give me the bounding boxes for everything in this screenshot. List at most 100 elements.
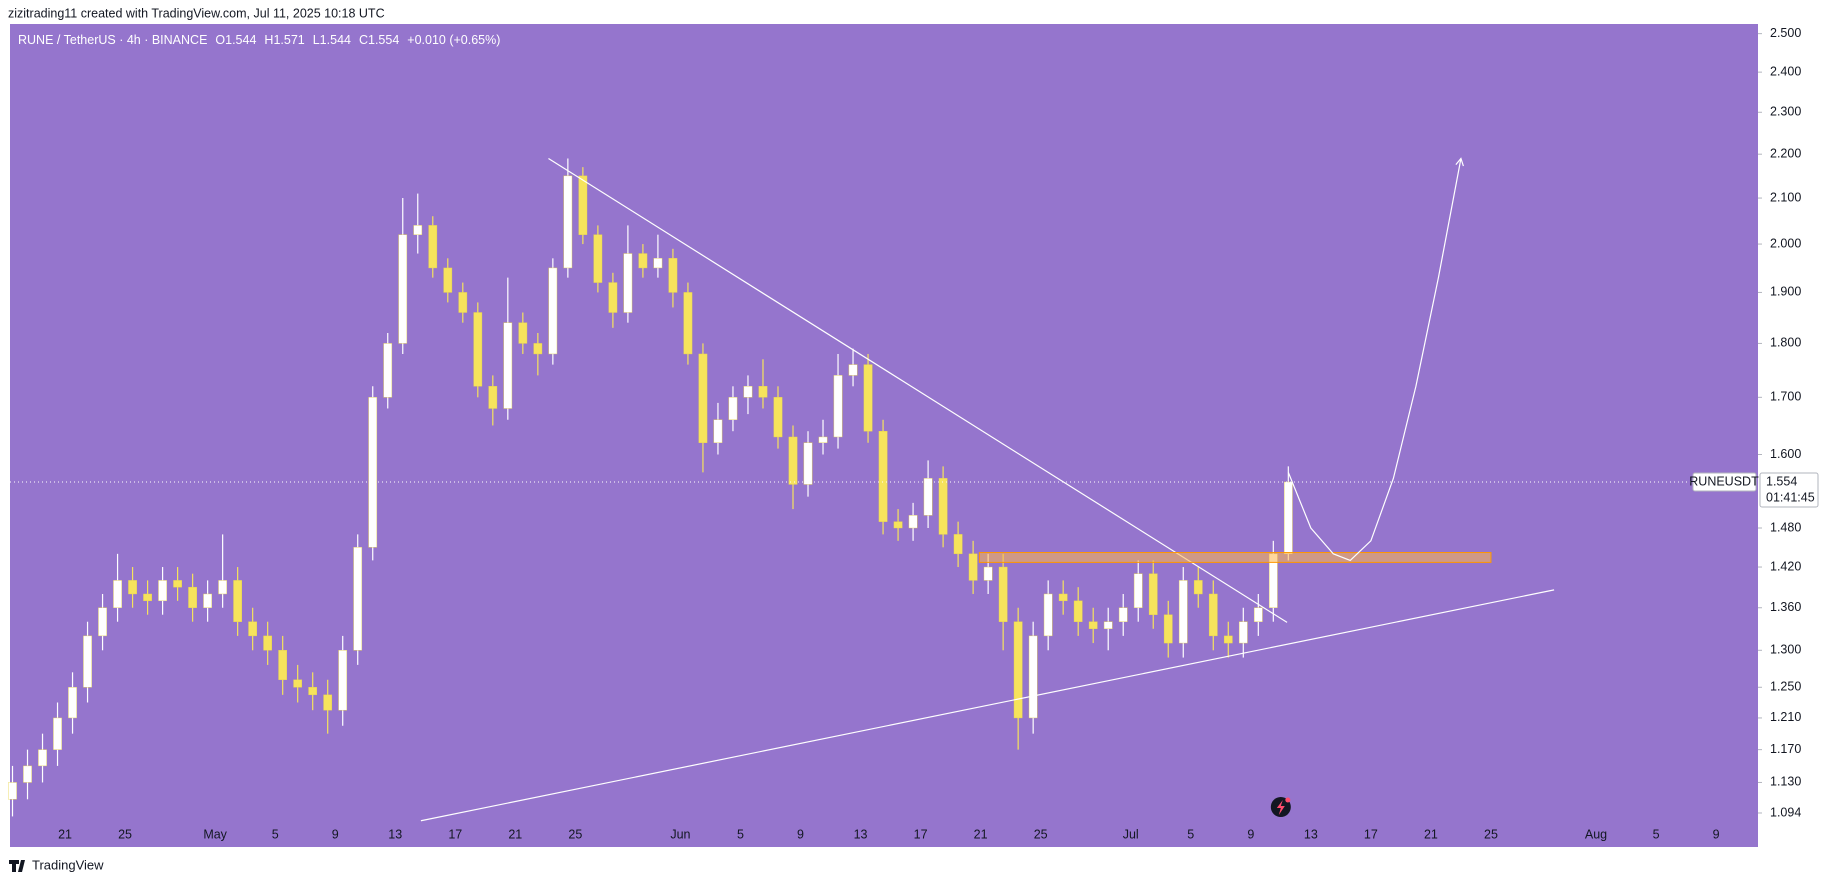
- candle-body: [998, 566, 1008, 622]
- candle-body: [1238, 621, 1248, 644]
- candle-body: [8, 782, 17, 800]
- y-tick-label: 2.300: [1770, 105, 1801, 119]
- candle-body: [1013, 621, 1023, 719]
- y-tick-label: 1.360: [1770, 600, 1801, 614]
- y-tick-label: 2.500: [1770, 26, 1801, 40]
- candle-body: [548, 267, 558, 355]
- candle-body: [848, 364, 858, 376]
- countdown: 01:41:45: [1766, 490, 1815, 504]
- y-tick-label: 1.420: [1770, 559, 1801, 573]
- candle-body: [278, 650, 288, 680]
- candle-body: [68, 687, 77, 719]
- candle-body: [503, 322, 513, 409]
- candle-body: [533, 343, 543, 355]
- candle-body: [773, 397, 783, 438]
- trendline: [548, 157, 1288, 623]
- event-icon-bolt: [1276, 800, 1285, 815]
- candle-body: [38, 749, 47, 767]
- candle-body: [908, 515, 918, 529]
- candle-body: [1193, 580, 1203, 595]
- candle-body: [398, 234, 408, 344]
- candle-body: [653, 258, 663, 269]
- candle-body: [173, 580, 182, 588]
- candle-body: [683, 292, 693, 355]
- candle-body: [218, 580, 227, 595]
- candle-body: [233, 580, 242, 622]
- legend: RUNE / TetherUS · 4h · BINANCE O1.544 H1.5…: [18, 33, 500, 47]
- candle-body: [698, 353, 708, 443]
- footer: TradingView: [32, 857, 104, 872]
- candle-body: [53, 717, 62, 750]
- price-tag: 1.554: [1766, 474, 1797, 488]
- candle-body: [608, 282, 618, 313]
- legend-quote: O1.544: [215, 33, 256, 47]
- candle-body: [368, 397, 378, 548]
- y-tick-label: 1.300: [1770, 643, 1801, 657]
- candle-body: [113, 580, 122, 608]
- legend-quote: L1.544: [313, 33, 351, 47]
- legend-quote: +0.010 (+0.65%): [407, 33, 500, 47]
- candle-body: [578, 175, 588, 235]
- candle-body: [1178, 580, 1188, 644]
- candle-body: [788, 436, 798, 485]
- x-tick-label: 17: [1364, 827, 1378, 841]
- candle-body: [458, 292, 468, 313]
- header: zizitrading11 created with TradingView.c…: [8, 6, 385, 20]
- candle-body: [143, 593, 152, 602]
- legend-symbol: RUNE / TetherUS · 4h · BINANCE: [18, 33, 207, 47]
- candle-body: [293, 679, 303, 688]
- candle-body: [758, 386, 768, 398]
- x-tick-label: 25: [568, 827, 582, 841]
- candle-body: [338, 650, 348, 711]
- candle-body: [1058, 593, 1068, 602]
- ticker-tag: RUNEUSDT: [1689, 474, 1759, 488]
- y-tick-label: 1.130: [1770, 775, 1801, 789]
- x-tick-label: 5: [1653, 827, 1660, 841]
- x-tick-label: Jul: [1123, 827, 1139, 841]
- candle-body: [518, 322, 528, 344]
- event-icon-dot: [1285, 797, 1291, 803]
- candle-body: [83, 635, 92, 688]
- x-tick-label: Jun: [670, 827, 690, 841]
- candle-body: [818, 436, 828, 443]
- y-tick-label: 1.480: [1770, 520, 1801, 534]
- x-tick-label: 13: [1304, 827, 1318, 841]
- candle-body: [1133, 573, 1143, 608]
- y-tick-label: 1.094: [1770, 805, 1801, 819]
- x-tick-label: 17: [914, 827, 928, 841]
- zone: [978, 552, 1492, 563]
- x-tick-label: 21: [1424, 827, 1438, 841]
- candle-body: [1103, 621, 1113, 629]
- x-tick-label: 5: [737, 827, 744, 841]
- candle-body: [158, 580, 167, 602]
- candle-body: [728, 397, 738, 420]
- candle-body: [623, 253, 633, 313]
- y-tick-label: 1.800: [1770, 336, 1801, 350]
- y-tick-label: 1.700: [1770, 390, 1801, 404]
- candle-body: [638, 253, 648, 269]
- candle-body: [383, 343, 393, 398]
- x-tick-label: 25: [118, 827, 132, 841]
- candle-body: [593, 234, 603, 283]
- candle-body: [878, 431, 888, 522]
- candle-body: [1028, 635, 1038, 719]
- candle-body: [428, 225, 438, 269]
- candle-body: [23, 765, 32, 783]
- candle-body: [1223, 635, 1233, 644]
- candle-body: [563, 175, 573, 269]
- candle-body: [413, 225, 423, 235]
- x-tick-label: 17: [448, 827, 462, 841]
- legend-quote: C1.554: [359, 33, 399, 47]
- candle-body: [323, 694, 333, 711]
- y-tick-label: 1.210: [1770, 710, 1801, 724]
- x-tick-label: 9: [1247, 827, 1254, 841]
- trendline: [420, 589, 1555, 822]
- candle-body: [1148, 573, 1158, 615]
- ticker-tag-box: [1692, 472, 1757, 492]
- x-tick-label: 9: [1713, 827, 1720, 841]
- projection-path: [1287, 158, 1462, 562]
- candle-body: [443, 267, 453, 293]
- candle-body: [668, 258, 678, 293]
- x-tick-label: 5: [272, 827, 279, 841]
